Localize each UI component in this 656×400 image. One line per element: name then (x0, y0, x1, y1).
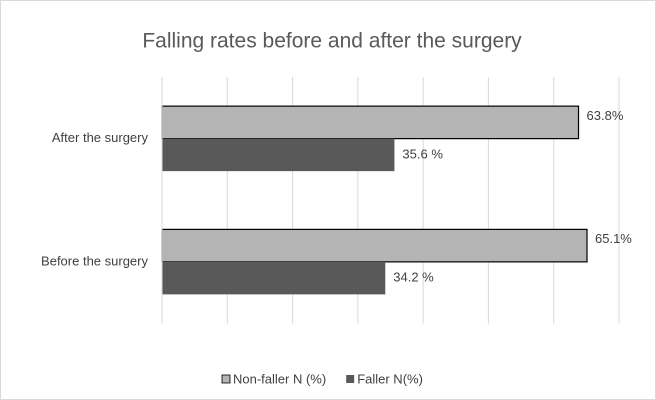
value-label: 65.1% (595, 231, 632, 246)
bar (162, 261, 386, 295)
value-label: 63.8% (587, 108, 624, 123)
legend-swatch (221, 374, 231, 384)
bar (161, 228, 588, 263)
chart-title: Falling rates before and after the surge… (142, 30, 522, 53)
legend-swatch (346, 375, 355, 383)
y-tick-label: Before the surgery (41, 253, 148, 268)
legend-label: Non-faller N (%) (233, 371, 326, 386)
value-label: 34.2 % (393, 270, 434, 285)
y-tick-label: After the surgery (52, 130, 149, 145)
legend-label: Faller N(%) (357, 371, 423, 386)
bar (161, 105, 580, 140)
bar (162, 138, 395, 172)
value-label: 35.6 % (402, 146, 443, 161)
